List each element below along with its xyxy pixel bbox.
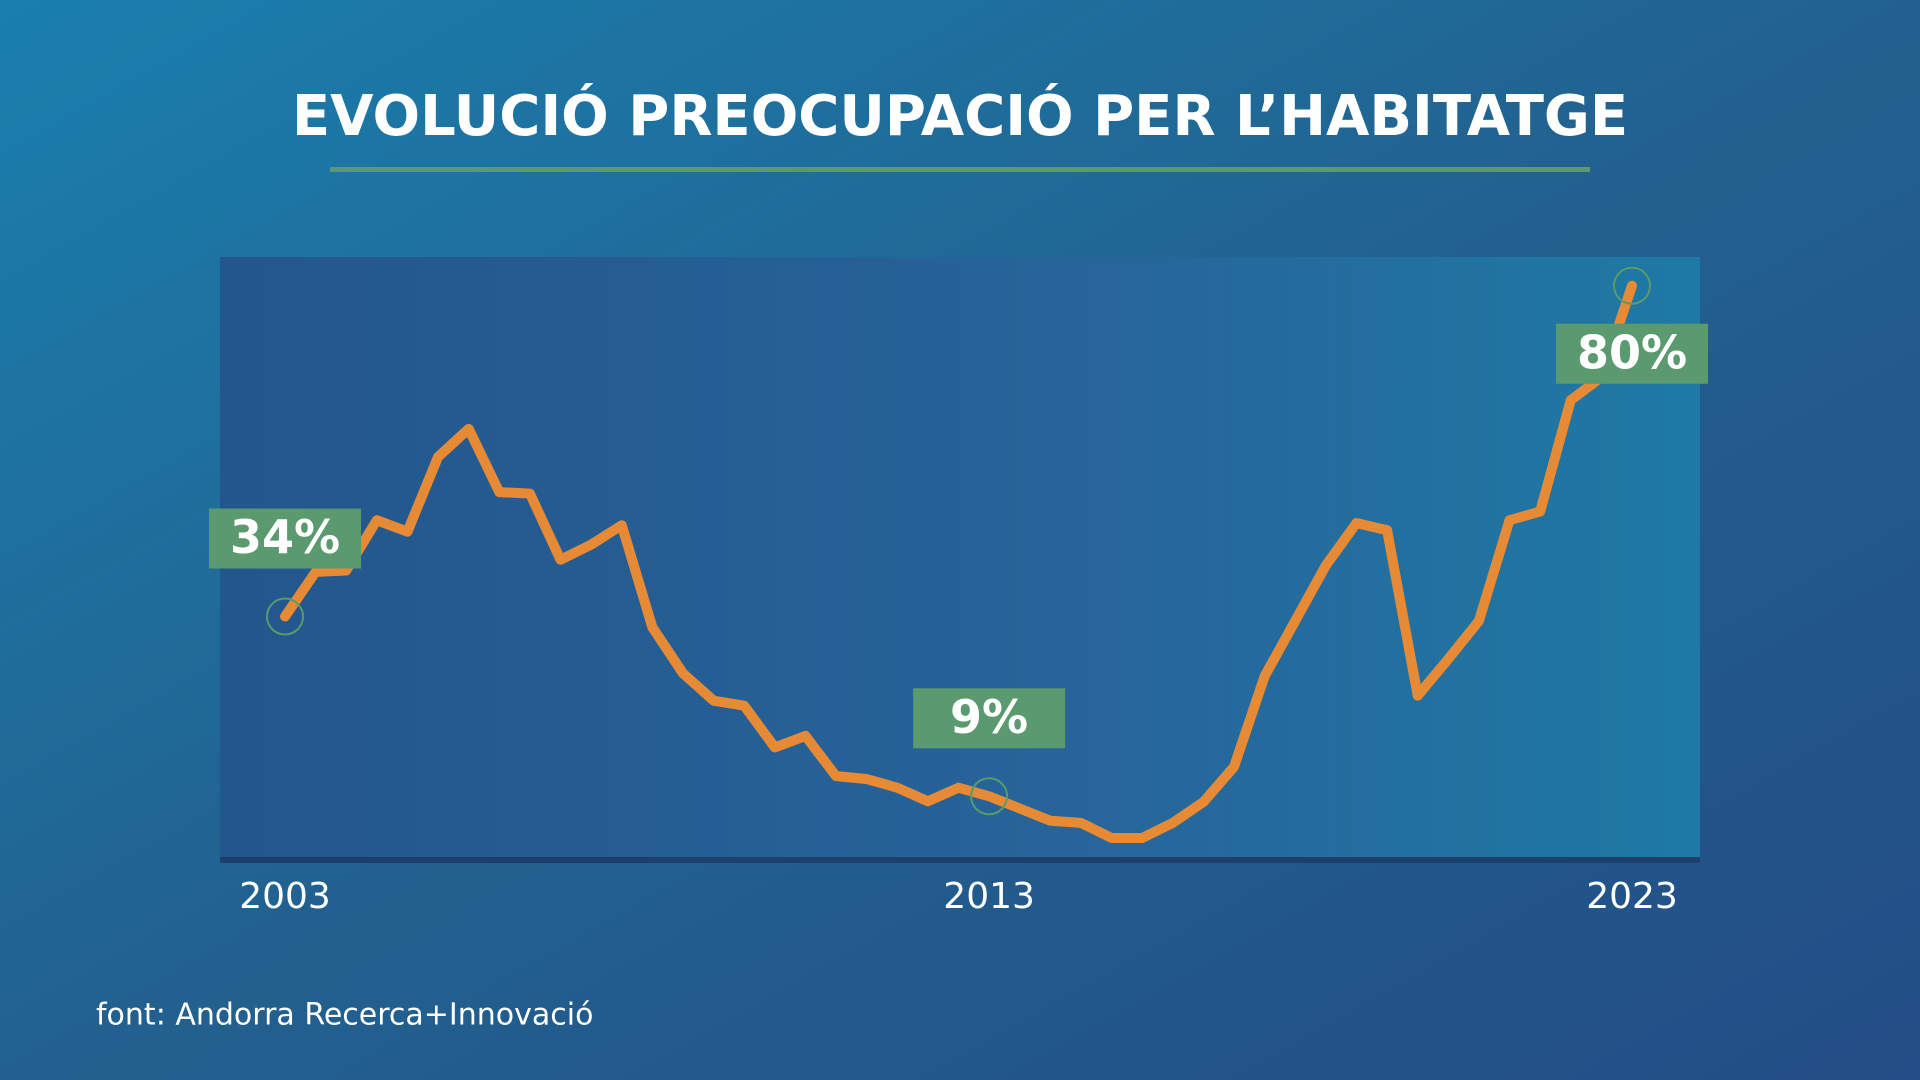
- title-underline: [330, 167, 1590, 172]
- x-tick-label: 2003: [239, 876, 331, 917]
- baseline: [220, 857, 1700, 863]
- point-marker: [970, 777, 1009, 816]
- data-label: 34%: [230, 510, 340, 564]
- data-label: 9%: [950, 690, 1028, 744]
- data-label: 80%: [1577, 325, 1687, 379]
- chart-title: EVOLUCIÓ PREOCUPACIÓ PER L’HABITATGE: [292, 84, 1628, 149]
- x-tick-label: 2023: [1586, 876, 1678, 917]
- label-box: [1556, 323, 1708, 384]
- point-marker: [266, 597, 304, 636]
- x-tick-label: 2013: [943, 876, 1035, 917]
- source: font: Andorra Recerca+Innovació: [96, 998, 593, 1033]
- point-marker: [1613, 266, 1651, 305]
- label-box: [209, 508, 361, 569]
- line: [280, 280, 1637, 843]
- plot-area: [220, 257, 1700, 861]
- label-box: [913, 688, 1066, 749]
